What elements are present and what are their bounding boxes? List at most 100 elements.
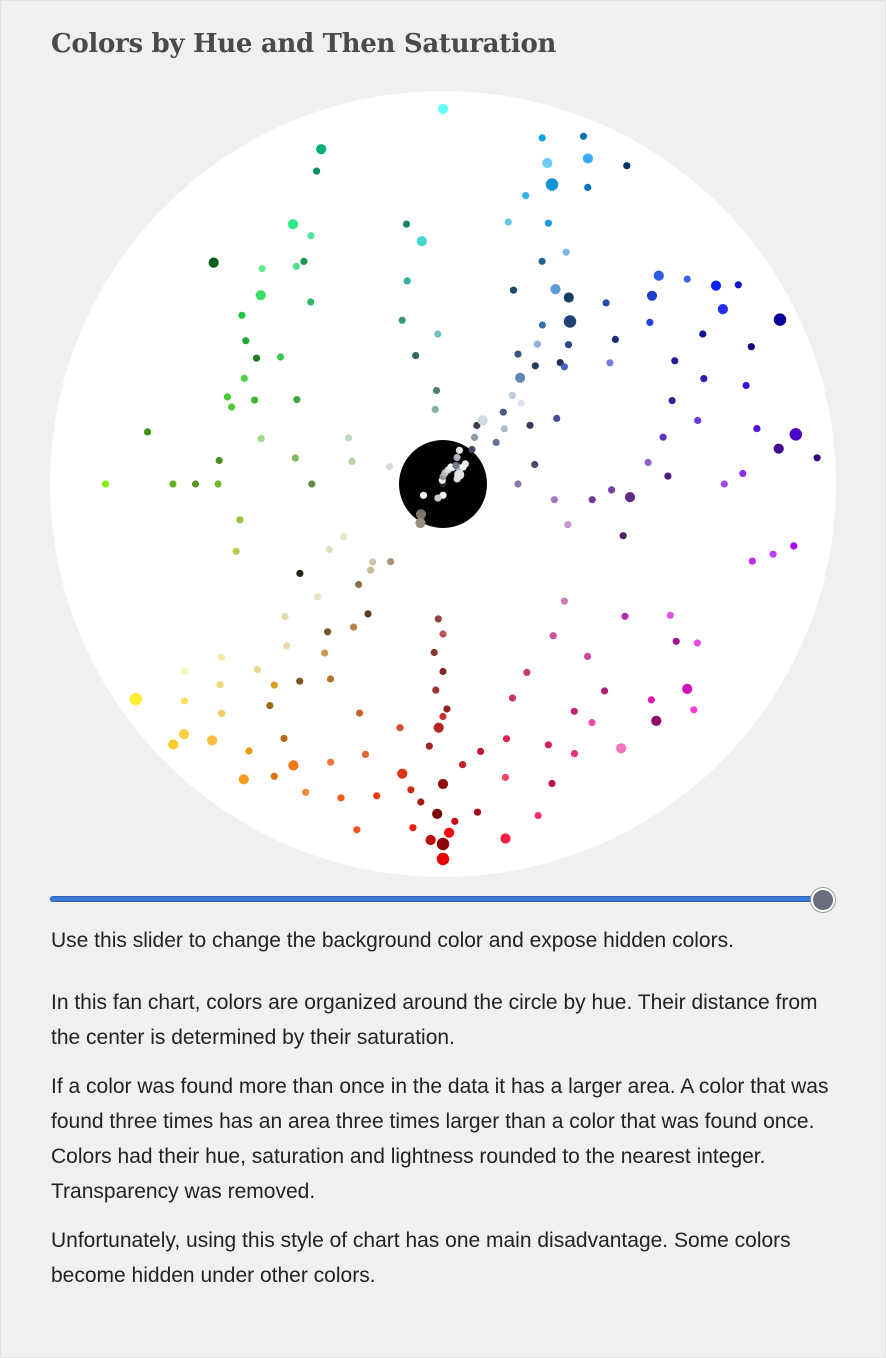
color-point bbox=[562, 248, 570, 256]
color-point bbox=[769, 550, 777, 558]
color-point bbox=[531, 460, 539, 469]
color-point bbox=[207, 735, 218, 746]
color-point bbox=[773, 443, 784, 454]
color-point bbox=[683, 275, 691, 283]
color-point bbox=[326, 675, 335, 683]
color-point bbox=[700, 375, 708, 383]
color-point bbox=[307, 298, 315, 306]
color-point bbox=[425, 834, 436, 846]
color-point bbox=[606, 359, 614, 367]
color-point bbox=[668, 397, 676, 405]
color-point bbox=[436, 852, 450, 866]
color-point bbox=[570, 707, 578, 715]
background-slider[interactable] bbox=[50, 888, 838, 912]
color-point bbox=[251, 396, 259, 404]
color-point bbox=[439, 630, 447, 638]
color-point bbox=[523, 668, 531, 677]
color-point bbox=[672, 637, 680, 645]
color-point bbox=[430, 648, 438, 657]
color-point bbox=[544, 219, 552, 227]
color-point bbox=[245, 747, 253, 755]
color-point bbox=[548, 779, 556, 788]
color-point bbox=[582, 153, 593, 164]
color-point bbox=[439, 712, 447, 721]
color-point bbox=[433, 722, 444, 733]
color-point bbox=[432, 808, 443, 819]
color-point bbox=[553, 414, 561, 422]
fan-chart-svg bbox=[50, 91, 836, 877]
color-point bbox=[270, 772, 278, 780]
color-point bbox=[270, 681, 278, 689]
color-point bbox=[327, 758, 335, 766]
color-point bbox=[397, 768, 408, 779]
color-point bbox=[500, 833, 511, 844]
color-point bbox=[407, 786, 415, 794]
color-point bbox=[266, 702, 274, 710]
color-point bbox=[434, 615, 442, 623]
color-point bbox=[508, 391, 516, 399]
color-point bbox=[666, 611, 674, 619]
color-point bbox=[208, 257, 219, 268]
color-point bbox=[253, 666, 261, 674]
color-point bbox=[813, 454, 821, 462]
color-point bbox=[534, 812, 542, 820]
color-point bbox=[501, 773, 509, 782]
color-point bbox=[356, 709, 364, 717]
color-point bbox=[191, 480, 200, 488]
color-point bbox=[300, 257, 308, 265]
color-point bbox=[257, 435, 265, 443]
color-point bbox=[742, 381, 750, 390]
color-point bbox=[240, 374, 248, 382]
color-point bbox=[459, 761, 467, 769]
color-point bbox=[385, 463, 394, 471]
color-points bbox=[101, 103, 821, 866]
color-point bbox=[455, 446, 463, 454]
color-point bbox=[601, 687, 609, 695]
color-point bbox=[296, 569, 304, 577]
color-point bbox=[550, 496, 558, 504]
color-point bbox=[492, 438, 500, 446]
color-point bbox=[531, 362, 539, 370]
color-point bbox=[608, 486, 616, 494]
color-point bbox=[214, 480, 222, 488]
color-point bbox=[403, 277, 411, 285]
color-point bbox=[402, 220, 411, 228]
color-point bbox=[664, 472, 672, 480]
color-point bbox=[228, 403, 236, 411]
color-point bbox=[526, 421, 534, 429]
color-point bbox=[281, 613, 289, 621]
color-point bbox=[291, 454, 299, 462]
color-point bbox=[412, 352, 420, 360]
color-point bbox=[437, 778, 449, 790]
color-point bbox=[369, 558, 377, 566]
color-point bbox=[748, 557, 756, 565]
color-point bbox=[579, 132, 588, 140]
color-point bbox=[419, 491, 428, 499]
color-point bbox=[217, 653, 225, 661]
color-point bbox=[432, 686, 440, 694]
color-point bbox=[563, 292, 574, 303]
slider-thumb[interactable] bbox=[811, 888, 835, 912]
color-point bbox=[514, 480, 522, 488]
color-point bbox=[588, 496, 596, 504]
color-point bbox=[168, 739, 179, 750]
color-point bbox=[646, 318, 654, 326]
slider-track[interactable] bbox=[50, 896, 826, 902]
color-point bbox=[283, 642, 291, 650]
color-point bbox=[564, 521, 572, 529]
paragraph-2: If a color was found more than once in t… bbox=[51, 1075, 829, 1203]
color-point bbox=[321, 649, 329, 657]
color-point bbox=[417, 798, 425, 806]
color-point bbox=[522, 192, 530, 200]
chart-title: Colors by Hue and Then Saturation bbox=[51, 29, 557, 59]
color-point bbox=[739, 469, 747, 478]
color-point bbox=[584, 183, 592, 191]
color-point bbox=[101, 480, 110, 488]
color-point bbox=[504, 218, 512, 226]
color-point bbox=[340, 533, 348, 541]
color-point bbox=[550, 284, 561, 295]
color-point bbox=[616, 743, 627, 754]
color-point bbox=[353, 826, 361, 834]
color-point bbox=[570, 750, 579, 758]
color-point bbox=[533, 340, 541, 348]
